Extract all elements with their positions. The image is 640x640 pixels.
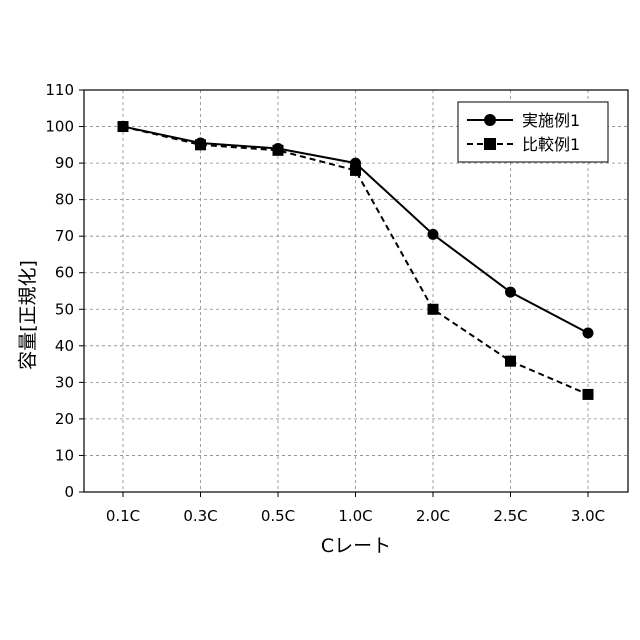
- y-tick-label-40: 40: [55, 337, 74, 355]
- x-tick-label-6: 3.0C: [571, 507, 605, 525]
- x-tick-label-1: 0.3C: [183, 507, 217, 525]
- series-2-point-6: [583, 389, 594, 400]
- y-tick-label-0: 0: [64, 483, 74, 501]
- x-axis-ticks: 0.1C 0.3C 0.5C 1.0C 2.0C 2.5C 3.0C: [106, 492, 605, 525]
- x-tick-label-3: 1.0C: [338, 507, 372, 525]
- series-2-point-2: [273, 145, 284, 156]
- series-1-point-4: [428, 229, 439, 240]
- y-tick-label-10: 10: [55, 446, 74, 464]
- legend: 実施例1 比較例1: [458, 102, 608, 162]
- x-tick-label-4: 2.0C: [416, 507, 450, 525]
- y-tick-label-20: 20: [55, 410, 74, 428]
- x-tick-label-0: 0.1C: [106, 507, 140, 525]
- legend-label-series-2: 比較例1: [522, 135, 580, 154]
- y-tick-label-110: 110: [45, 81, 74, 99]
- series-2-point-0: [118, 121, 129, 132]
- x-axis-label: Cレート: [321, 535, 391, 557]
- y-tick-label-70: 70: [55, 227, 74, 245]
- y-tick-label-60: 60: [55, 264, 74, 282]
- x-tick-label-2: 0.5C: [261, 507, 295, 525]
- series-1-point-5: [505, 287, 516, 298]
- y-tick-label-90: 90: [55, 154, 74, 172]
- y-tick-label-80: 80: [55, 191, 74, 209]
- series-1-point-6: [583, 328, 594, 339]
- x-tick-label-5: 2.5C: [493, 507, 527, 525]
- series-2-point-5: [505, 356, 516, 367]
- y-axis-label: 容量[正規化]: [17, 260, 39, 370]
- y-tick-label-30: 30: [55, 373, 74, 391]
- y-axis-ticks: 0 10 20 30 40 50 60 70 80 90 100 110: [45, 81, 84, 501]
- legend-label-series-1: 実施例1: [522, 111, 580, 130]
- y-tick-label-100: 100: [45, 118, 74, 136]
- legend-marker-series-2: [484, 138, 496, 150]
- series-2-point-4: [428, 304, 439, 315]
- y-tick-label-50: 50: [55, 300, 74, 318]
- series-2-point-3: [350, 165, 361, 176]
- series-2-point-1: [195, 139, 206, 150]
- legend-marker-series-1: [484, 114, 496, 126]
